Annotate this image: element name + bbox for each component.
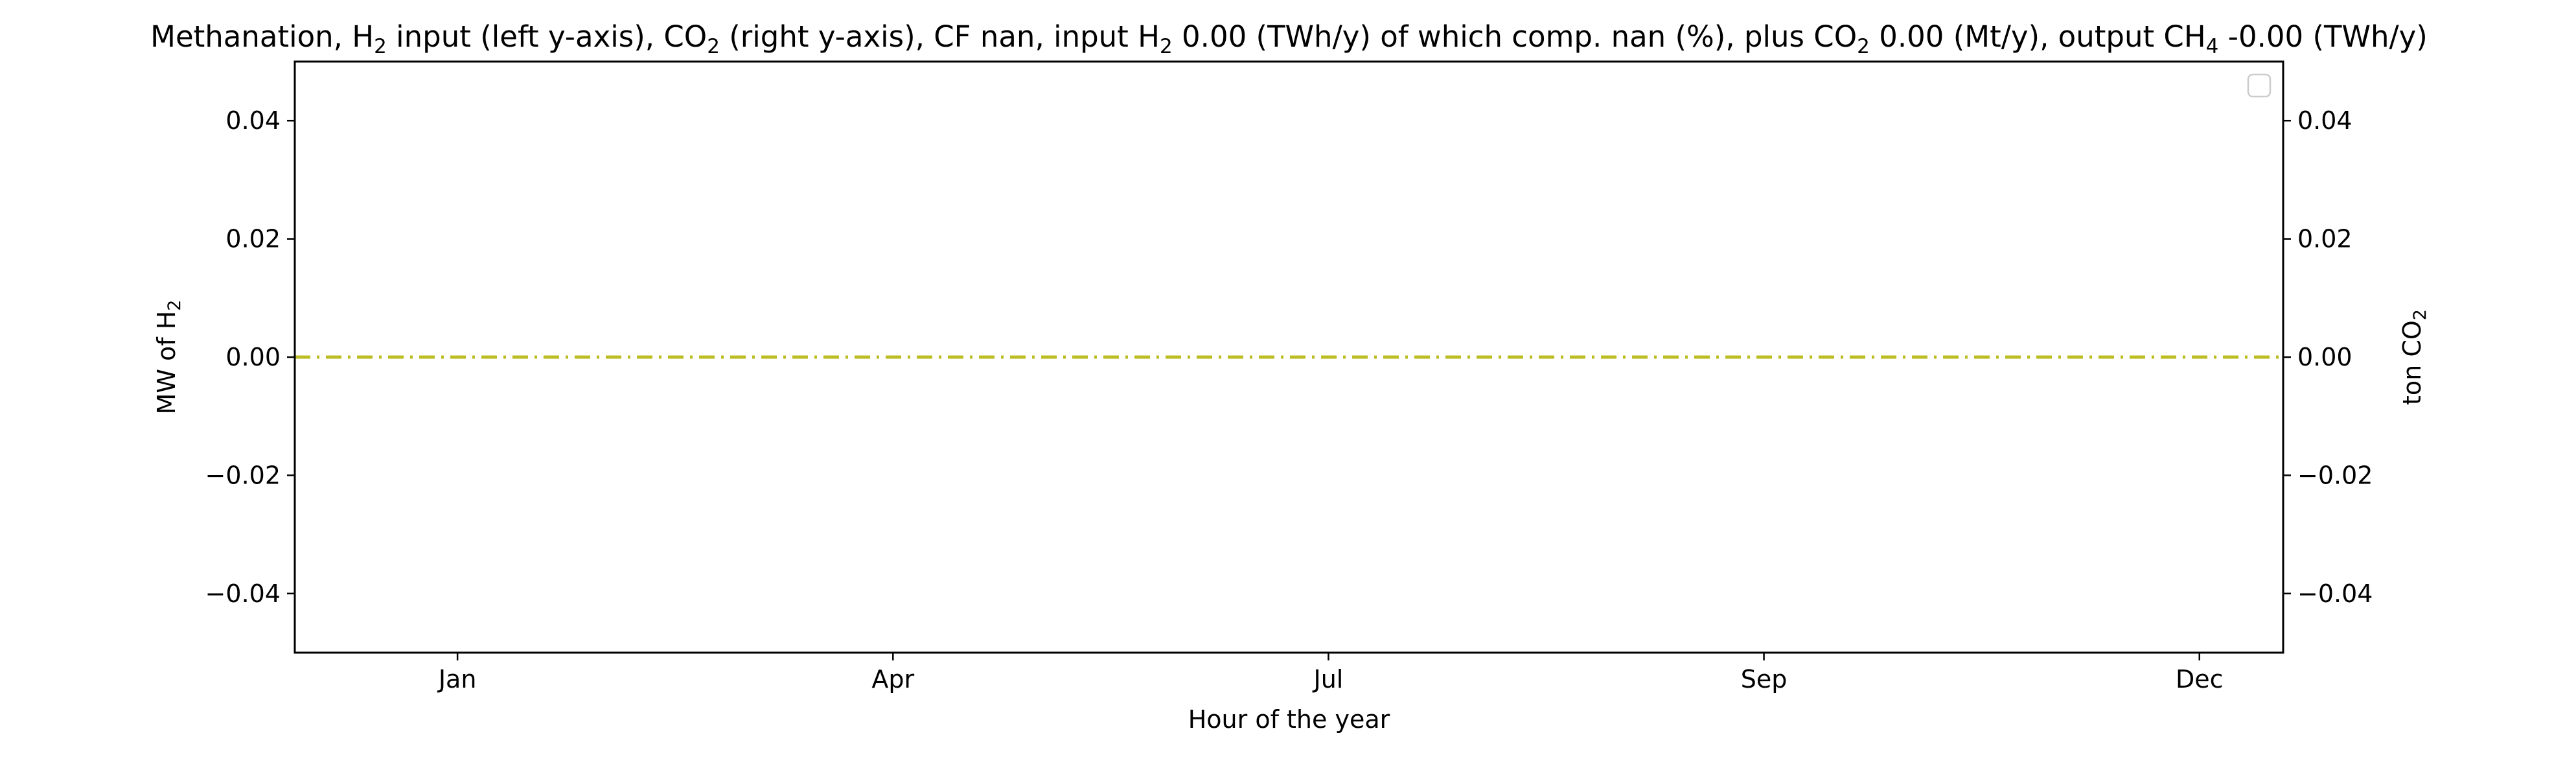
y-left-tick-label-0: −0.04 [205,579,281,608]
y-right-tick-label-3: 0.02 [2297,225,2352,253]
y-left-tick-label-3: 0.02 [225,225,281,253]
x-tick-label-4: Dec [2176,665,2224,693]
x-tick-label-2: Jul [1313,665,1344,693]
x-axis-label: Hour of the year [1188,705,1390,734]
y-left-tick-label-4: 0.04 [225,106,281,135]
y-right-tick-label-2: 0.00 [2297,343,2352,371]
legend-box [2247,73,2271,98]
x-tick-label-3: Sep [1741,665,1788,693]
chart-title: Methanation, H2 input (left y-axis), CO2… [150,19,2428,58]
y-right-tick-label-1: −0.02 [2297,461,2373,489]
y-right-tick-label-4: 0.04 [2297,106,2352,135]
y-left-axis-label: MW of H2 [152,300,185,415]
y-right-axis-label: ton CO2 [2398,309,2430,405]
x-tick-label-0: Jan [437,665,477,693]
y-left-tick-label-2: 0.00 [225,343,281,371]
x-tick-label-1: Apr [871,665,914,693]
y-right-tick-label-0: −0.04 [2297,579,2373,608]
y-left-tick-label-1: −0.02 [205,461,281,489]
